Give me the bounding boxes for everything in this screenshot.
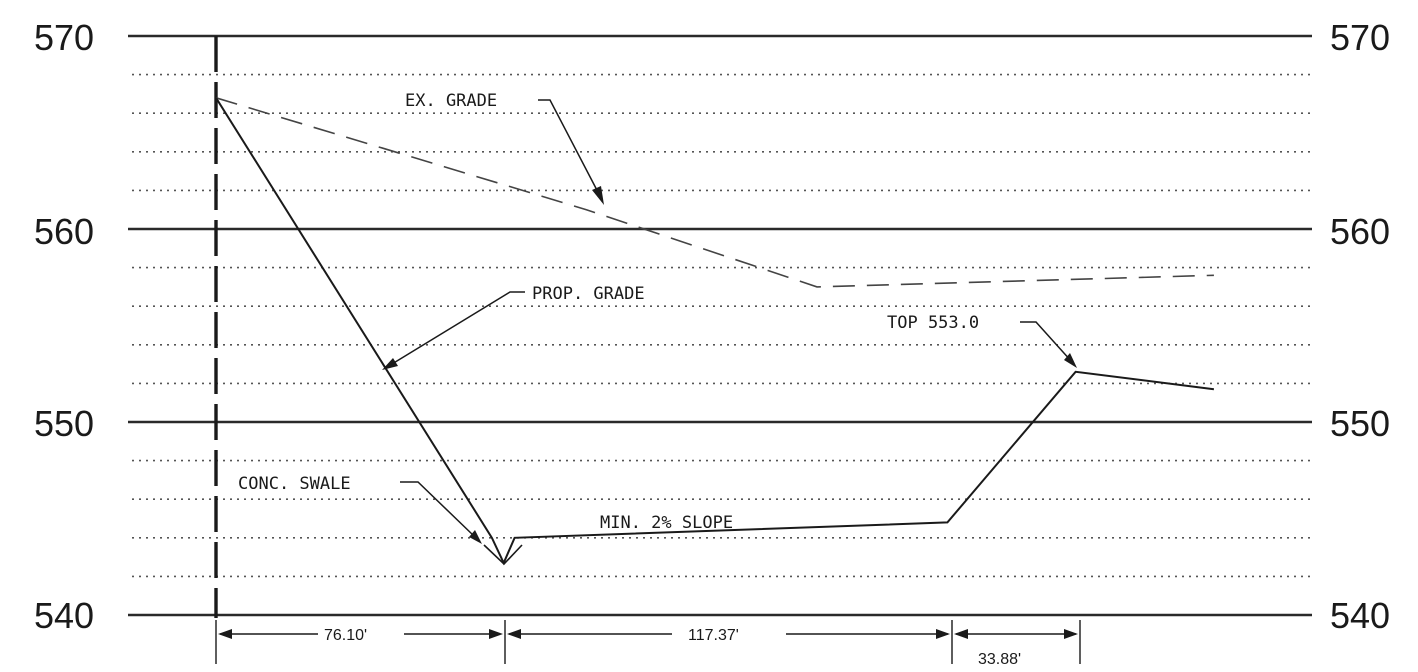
elevation-labels-left: 570 560 550 540 <box>34 17 94 636</box>
elev-label-550-left: 550 <box>34 403 94 444</box>
proposed-grade-line <box>215 97 1215 566</box>
concrete-swale-outline <box>483 544 523 566</box>
elev-label-560-right: 560 <box>1330 211 1390 252</box>
dim-arrowhead <box>218 629 232 639</box>
dimension-lines: 76.10' 117.37' 33.88' <box>215 620 1081 668</box>
prop-grade-label: PROP. GRADE <box>532 284 645 304</box>
leaders <box>382 99 1077 544</box>
elev-label-570-right: 570 <box>1330 17 1390 58</box>
top-elevation-label: TOP 553.0 <box>887 313 979 333</box>
elev-label-550-right: 550 <box>1330 403 1390 444</box>
dim-76-label: 76.10' <box>324 627 367 644</box>
conc-swale-label: CONC. SWALE <box>238 474 351 494</box>
prop-grade-arrowhead <box>382 358 398 370</box>
major-gridlines <box>128 34 1312 617</box>
top-leader <box>1020 321 1073 363</box>
dim-33-label: 33.88' <box>978 651 1021 668</box>
swale-leader <box>400 481 475 537</box>
dim-arrowhead <box>507 629 521 639</box>
ex-grade-label: EX. GRADE <box>405 91 497 111</box>
dim-arrowhead <box>936 629 950 639</box>
dim-arrowhead <box>954 629 968 639</box>
prop-grade-leader <box>391 291 525 365</box>
min-slope-label: MIN. 2% SLOPE <box>600 513 733 533</box>
top-arrowhead <box>1064 353 1077 368</box>
elev-label-560-left: 560 <box>34 211 94 252</box>
elev-label-540-right: 540 <box>1330 595 1390 636</box>
dim-arrowhead <box>489 629 503 639</box>
elevation-labels-right: 570 560 550 540 <box>1330 17 1390 636</box>
dim-117-label: 117.37' <box>688 627 739 644</box>
swale-arrowhead <box>469 530 482 544</box>
elev-label-570-left: 570 <box>34 17 94 58</box>
ex-grade-arrowhead <box>592 186 604 205</box>
elev-label-540-left: 540 <box>34 595 94 636</box>
dim-arrowhead <box>1064 629 1078 639</box>
minor-gridlines <box>132 73 1312 578</box>
ex-grade-leader <box>538 99 601 197</box>
existing-grade-line <box>215 97 1214 288</box>
